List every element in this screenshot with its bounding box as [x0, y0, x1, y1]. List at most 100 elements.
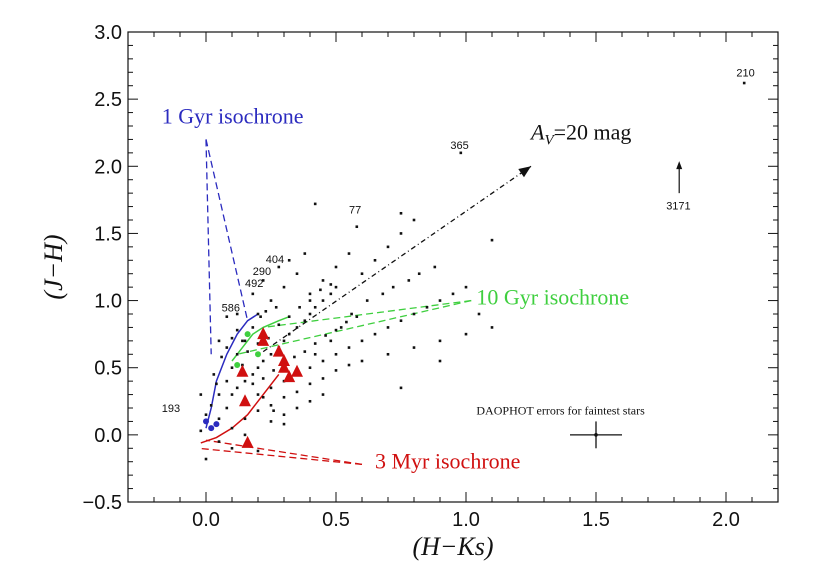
field-star	[261, 279, 265, 282]
field-star	[438, 299, 442, 302]
field-star	[246, 350, 249, 353]
isochrone-pointer	[205, 139, 249, 321]
isochrone-label: 10 Gyr isochrone	[476, 285, 629, 310]
isochrone-pointer	[237, 299, 472, 355]
green-member	[244, 331, 251, 338]
field-star	[243, 433, 247, 437]
field-star	[412, 346, 416, 349]
star-id-label: 77	[349, 204, 361, 216]
labeled-star	[241, 339, 244, 343]
field-star	[256, 342, 260, 345]
star-id-label: 492	[245, 278, 263, 290]
field-star	[212, 373, 216, 376]
field-star	[230, 426, 234, 430]
blue-member	[203, 418, 209, 425]
reddening-vector	[262, 165, 532, 353]
field-star	[399, 386, 403, 390]
field-star	[313, 342, 317, 345]
field-star	[251, 326, 255, 329]
field-star	[412, 218, 416, 222]
field-star	[313, 352, 317, 356]
cluster-member	[236, 364, 249, 377]
plot-area	[127, 31, 779, 503]
field-star	[269, 299, 273, 302]
field-star	[303, 350, 307, 353]
star-id-label: 290	[253, 266, 271, 278]
field-star	[347, 252, 351, 255]
field-star	[272, 409, 275, 412]
field-star	[287, 332, 291, 336]
cluster-member	[278, 354, 290, 366]
field-star	[256, 449, 260, 453]
field-star	[235, 328, 239, 332]
isochrone-curve	[200, 373, 280, 444]
field-star	[425, 305, 429, 309]
field-star	[399, 319, 403, 323]
field-star	[321, 279, 325, 282]
isochrone-pointer	[205, 139, 212, 355]
field-star	[334, 369, 338, 372]
y-axis-title: (J−H)	[39, 234, 68, 299]
y-tick-label: 2.5	[94, 89, 122, 111]
field-star	[313, 305, 317, 309]
field-star	[355, 315, 359, 318]
field-star	[282, 413, 286, 417]
isochrone-lines	[198, 139, 472, 466]
field-star	[225, 346, 229, 349]
labeled-star	[199, 429, 203, 433]
labeled-star	[459, 151, 463, 155]
field-star	[373, 258, 377, 262]
field-star	[295, 390, 299, 394]
field-star	[217, 393, 221, 396]
field-star	[308, 292, 312, 296]
field-star	[204, 413, 208, 417]
field-star	[215, 382, 218, 386]
field-star	[225, 315, 229, 318]
field-star	[220, 355, 223, 359]
field-star	[319, 288, 322, 292]
isochrone-pointer	[205, 439, 363, 466]
field-star	[334, 285, 338, 289]
field-star	[269, 404, 273, 407]
field-star	[272, 369, 275, 372]
field-star	[269, 352, 273, 356]
field-star	[438, 339, 442, 343]
field-star	[217, 440, 221, 443]
labeled-star	[264, 310, 268, 313]
field-star	[339, 326, 343, 329]
field-star	[308, 312, 312, 316]
field-star	[251, 382, 255, 386]
labeled-star	[355, 225, 359, 229]
isochrone-label: 3 Myr isochrone	[375, 448, 520, 473]
green-member	[234, 362, 241, 369]
isochrone-pointer	[263, 299, 472, 329]
reddening-vector-line	[262, 165, 532, 353]
field-star	[287, 315, 291, 318]
field-star	[399, 211, 403, 215]
reddening-vector-head	[518, 166, 531, 178]
upper-limit-arrowhead	[676, 161, 683, 170]
field-star	[324, 334, 327, 337]
field-star	[230, 336, 234, 340]
star-id-label: 586	[222, 302, 240, 314]
field-star	[438, 359, 442, 363]
field-star	[347, 363, 351, 367]
field-star	[321, 359, 325, 363]
field-star	[235, 312, 239, 316]
field-star	[293, 355, 296, 359]
field-star	[308, 399, 312, 403]
cluster-member	[241, 435, 254, 448]
field-star	[269, 386, 273, 390]
field-star	[360, 339, 364, 343]
field-star	[334, 352, 338, 356]
x-tick-label: 1.5	[582, 509, 610, 531]
isochrone-pointer	[198, 447, 363, 466]
field-star	[287, 258, 291, 262]
y-tick-label: 1.0	[94, 291, 122, 313]
field-star	[209, 404, 213, 407]
star-id-label: 193	[162, 403, 180, 415]
x-tick-label: 0.5	[322, 509, 350, 531]
field-star	[295, 406, 299, 410]
x-tick-label: 0.0	[192, 509, 220, 531]
